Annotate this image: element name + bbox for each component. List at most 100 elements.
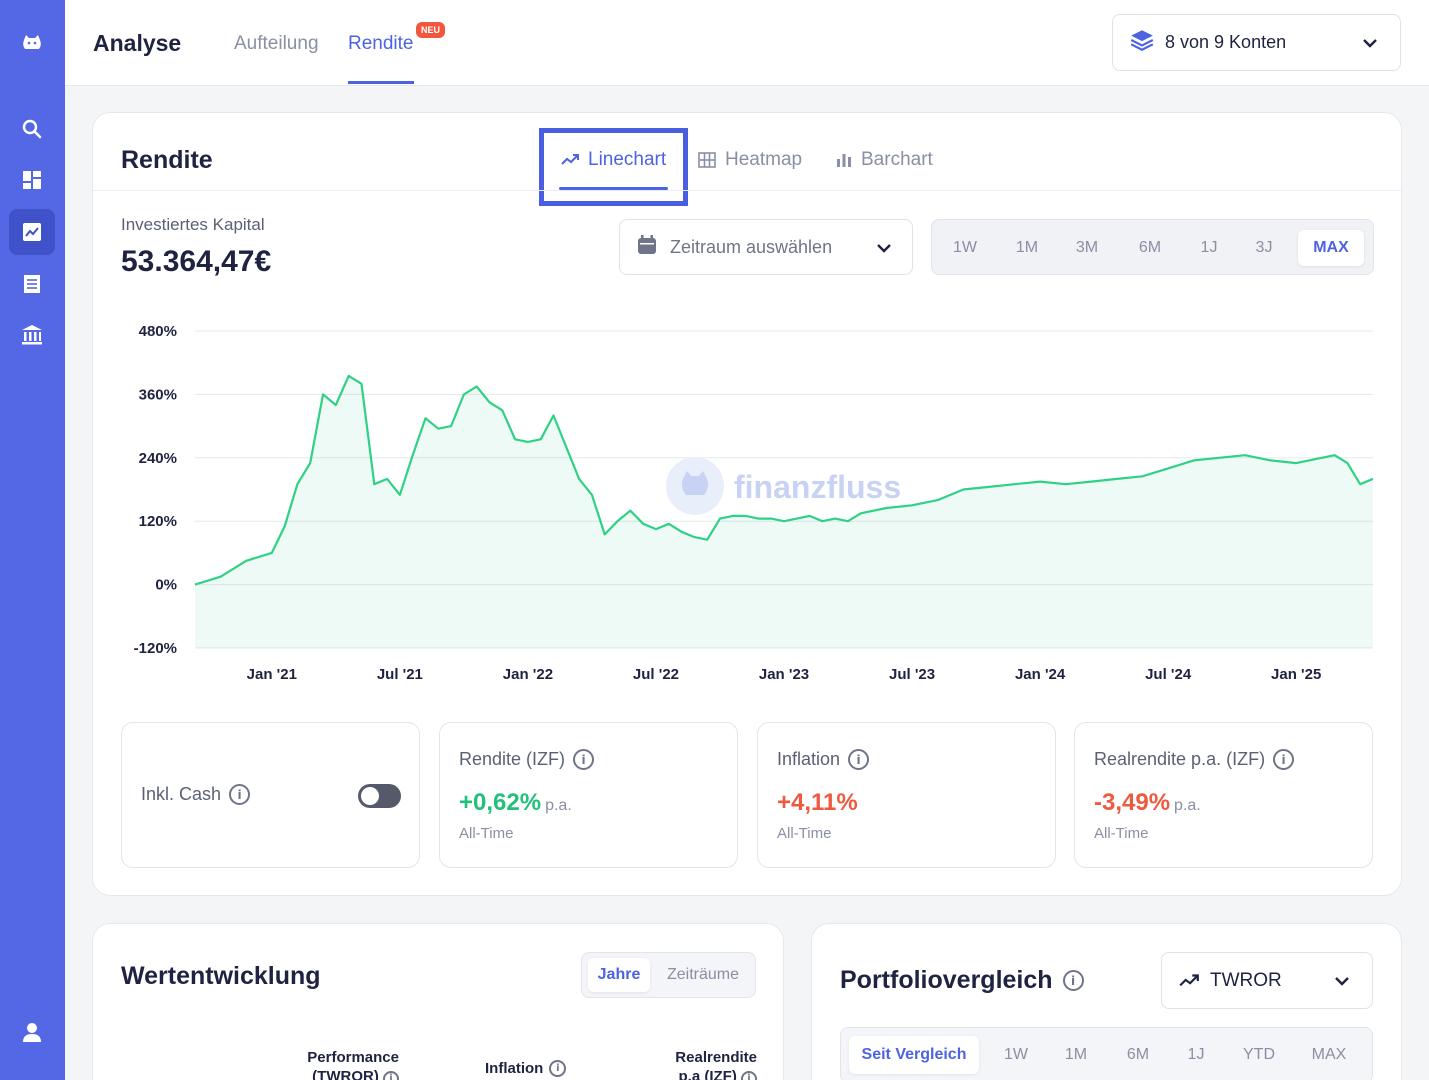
period-1m[interactable]: 1M [1064,1046,1088,1063]
period-3j[interactable]: 3J [1255,239,1273,256]
period-6m[interactable]: 6M [1126,1046,1150,1063]
info-icon[interactable]: i [383,1070,399,1080]
segment-jahre[interactable]: Jahre [588,958,650,992]
dashboard-icon[interactable] [9,157,55,203]
wertentwicklung-title: Wertentwicklung [121,962,321,990]
accounts-label: 8 von 9 Konten [1165,32,1287,52]
period-1m[interactable]: 1M [1015,239,1039,256]
info-icon[interactable]: i [573,749,595,770]
tab-rendite[interactable]: Rendite [348,33,414,54]
tab-linechart[interactable]: Linechart [560,149,666,171]
inflation-label: Inflation i [777,749,870,770]
y-tick-label: 360% [139,386,177,403]
period-6m[interactable]: 6M [1138,239,1162,256]
topbar: Analyse Aufteilung Rendite NEU 8 von 9 K… [65,0,1429,86]
period-3m[interactable]: 3M [1075,239,1099,256]
inflation-sub: All-Time [777,825,832,842]
col-performance: Performance (TWROR) i [289,1048,399,1080]
calendar-icon [636,234,658,261]
period-1w[interactable]: 1W [953,239,977,256]
period-ytd[interactable]: YTD [1243,1046,1275,1063]
info-icon[interactable]: i [549,1060,567,1077]
x-tick-label: Jul '24 [1145,666,1192,683]
watermark-text: finanzfluss [734,469,901,505]
segment-zeitraeume[interactable]: Zeiträume [666,966,740,983]
realrendite-value: -3,49% p.a. [1094,789,1201,817]
linechart-label: Linechart [588,149,667,170]
x-tick-label: Jan '25 [1271,666,1321,683]
accounts-select[interactable]: 8 von 9 Konten [1112,14,1401,71]
rendite-label-text: Rendite (IZF) [459,749,566,769]
toggle-knob [361,787,379,805]
cash-label: Inkl. Cash i [141,784,251,805]
user-icon[interactable] [9,1009,55,1055]
range-placeholder: Zeitraum auswählen [670,236,833,257]
rendite-sub: All-Time [459,825,514,842]
rendite-title: Rendite [121,146,213,174]
x-tick-label: Jul '23 [889,666,935,683]
capital-value: 53.364,47€ [121,245,272,278]
bar-icon [837,154,851,167]
new-badge: NEU [416,22,446,38]
x-tick-label: Jan '24 [1015,666,1066,683]
info-icon[interactable]: i [1062,970,1084,991]
cash-box: Inkl. Cash i [121,722,420,868]
metric-select[interactable]: TWROR [1161,952,1373,1009]
performance-chart: finanzfluss 480% 360% 240% 120% 0% -120% Jan '… [134,323,1374,683]
chart-icon[interactable] [9,209,55,255]
info-icon[interactable]: i [1273,749,1295,770]
tab-aufteilung[interactable]: Aufteilung [234,33,319,54]
chevron-down-icon [1332,971,1352,996]
list-icon[interactable] [9,261,55,307]
bank-icon[interactable] [9,312,55,358]
portfoliovergleich-title-row: Portfoliovergleich i [840,966,1084,995]
info-icon[interactable]: i [741,1070,757,1080]
portfoliovergleich-title: Portfoliovergleich [840,966,1053,994]
col-real-2: p.a (IZF) [678,1068,737,1080]
rendite-suffix: p.a. [545,797,572,814]
y-tick-label: -120% [134,640,177,657]
period-max[interactable]: MAX [1311,1046,1347,1063]
chevron-down-icon [874,238,894,263]
cash-toggle[interactable] [358,784,401,808]
rendite-label: Rendite (IZF) i [459,749,595,770]
realrendite-sub: All-Time [1094,825,1149,842]
barchart-label: Barchart [861,149,933,170]
col-performance-2: (TWROR) [312,1068,379,1080]
divider [93,190,1401,191]
x-tick-label: Jan '21 [247,666,297,683]
portfoliovergleich-card: Portfoliovergleich i TWROR Seit Vergleic… [811,923,1402,1080]
search-icon[interactable] [9,106,55,152]
x-tick-label: Jan '23 [759,666,809,683]
rendite-box: Rendite (IZF) i +0,62% p.a. All-Time [439,722,738,868]
rendite-value: +0,62% p.a. [459,789,572,817]
info-icon[interactable]: i [229,784,251,805]
col-performance-2-row: (TWROR) i [289,1067,399,1080]
metric-label: TWROR [1210,969,1282,991]
period-selector: 1W 1M 3M 6M 1J 3J MAX [931,219,1374,275]
y-tick-label: 0% [155,577,177,594]
period-1j[interactable]: 1J [1200,239,1218,256]
rendite-value-text: +0,62% [459,789,542,816]
period-1w[interactable]: 1W [1004,1046,1028,1063]
tab-heatmap[interactable]: Heatmap [697,149,802,171]
linechart-underline [559,187,668,190]
range-select[interactable]: Zeitraum auswählen [619,219,913,275]
inflation-label-text: Inflation [777,749,841,769]
period-max[interactable]: MAX [1298,230,1364,266]
y-tick-label: 480% [139,323,177,340]
capital-label: Investiertes Kapital [121,215,265,234]
info-icon[interactable]: i [848,749,870,770]
trend-icon [1179,973,1199,986]
area-fill [195,375,1373,648]
period-seit-vergleich[interactable]: Seit Vergleich [849,1036,979,1074]
realrendite-box: Realrendite p.a. (IZF) i -3,49% p.a. All-… [1074,722,1373,868]
logo-icon[interactable] [9,20,55,66]
realrendite-label: Realrendite p.a. (IZF) i [1094,749,1295,770]
realrendite-label-text: Realrendite p.a. (IZF) [1094,749,1266,769]
chevron-down-icon [1360,33,1380,58]
watermark: finanzfluss [666,457,901,515]
period-1j[interactable]: 1J [1187,1046,1205,1063]
realrendite-value-text: -3,49% [1094,789,1171,816]
tab-barchart[interactable]: Barchart [835,149,933,171]
